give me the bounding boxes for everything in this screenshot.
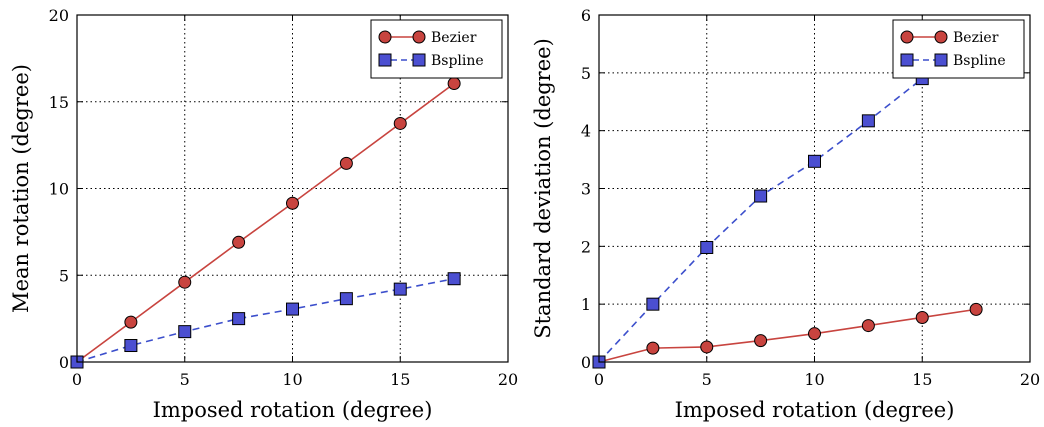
chart-standard-deviation: 0 5 10 15 20 0 1 2 3 4 5 6 Imposed rotation (degree)… — [531, 6, 1040, 422]
data-point-bezier — [808, 327, 821, 341]
y-tick-label: 5 — [59, 266, 69, 285]
chart-mean-rotation: 0 5 10 15 20 0 5 10 15 20 Imposed rotation (degree… — [9, 6, 518, 422]
legend-marker-bspline — [378, 53, 392, 67]
data-point-bezier — [969, 302, 983, 316]
series-line-bspline — [76, 277, 455, 363]
y-tick-label: 15 — [49, 93, 69, 112]
legend-box — [892, 19, 1025, 79]
x-tick-label: 20 — [1020, 370, 1040, 389]
data-point-bspline — [124, 339, 138, 353]
legend-marker-bezier — [412, 30, 426, 44]
data-point-bspline — [232, 312, 246, 326]
legend-label: Bezier — [431, 30, 477, 46]
legend-marker-bspline — [412, 53, 426, 67]
y-tick-label: 1 — [581, 295, 591, 314]
data-point-bspline — [339, 292, 353, 306]
y-tick-label: 2 — [581, 237, 591, 256]
data-point-bezier — [754, 334, 768, 348]
legend-marker-bezier — [934, 30, 948, 44]
y-axis-label: Standard deviation (degree) — [531, 38, 555, 339]
data-point-bspline — [808, 154, 821, 168]
data-point-bezier — [393, 116, 407, 130]
legend-marker-bspline — [900, 53, 914, 67]
legend: Bezier Bspline — [892, 19, 1025, 79]
x-tick-label: 5 — [702, 370, 712, 389]
data-point-bezier — [339, 156, 353, 170]
series-bezier — [592, 302, 983, 369]
grid — [599, 15, 1030, 362]
data-point-bezier — [700, 340, 714, 354]
y-tick-label: 0 — [581, 353, 591, 372]
x-tick-label: 0 — [72, 370, 82, 389]
data-point-bspline — [447, 272, 461, 286]
data-point-bezier — [915, 310, 929, 324]
data-point-bezier — [178, 275, 192, 289]
x-tick-label: 15 — [390, 370, 410, 389]
series-line-bspline — [598, 37, 977, 363]
y-tick-label: 3 — [581, 180, 591, 199]
y-axis-label: Mean rotation (degree) — [9, 64, 33, 313]
x-tick-label: 20 — [498, 370, 518, 389]
data-point-bezier — [124, 315, 138, 329]
legend-label: Bspline — [431, 53, 484, 69]
ticks — [598, 14, 1031, 363]
data-point-bspline — [178, 325, 192, 339]
data-point-bspline — [700, 240, 714, 254]
data-point-bezier — [646, 341, 660, 355]
data-point-bezier — [861, 319, 875, 333]
y-tick-label: 5 — [581, 64, 591, 83]
legend: Bezier Bspline — [370, 19, 503, 79]
series-line-bezier — [76, 82, 455, 363]
y-tick-label: 4 — [581, 122, 591, 141]
legend-marker-bezier — [378, 30, 392, 44]
data-point-bezier — [286, 196, 299, 210]
x-tick-label: 15 — [912, 370, 932, 389]
y-tick-label: 10 — [49, 180, 69, 199]
y-tick-label: 0 — [59, 353, 69, 372]
series-line-bezier — [598, 308, 977, 363]
data-point-bezier — [447, 77, 461, 91]
legend-marker-bspline — [934, 53, 948, 67]
legend-label: Bspline — [953, 53, 1006, 69]
y-tick-label: 20 — [49, 6, 69, 25]
x-tick-label: 5 — [180, 370, 190, 389]
data-point-bspline — [393, 282, 407, 296]
x-axis-label: Imposed rotation (degree) — [153, 398, 433, 422]
data-point-bspline — [646, 297, 660, 311]
series-bspline — [70, 272, 461, 369]
y-tick-label: 6 — [581, 6, 591, 25]
data-point-bspline — [861, 114, 875, 128]
x-axis-label: Imposed rotation (degree) — [675, 398, 955, 422]
legend-marker-bezier — [900, 30, 914, 44]
legend-box — [370, 19, 503, 79]
data-point-bspline — [286, 302, 299, 316]
legend-label: Bezier — [953, 30, 999, 46]
x-tick-label: 0 — [594, 370, 604, 389]
x-tick-label: 10 — [282, 370, 302, 389]
data-point-bspline — [754, 189, 768, 203]
x-tick-label: 10 — [804, 370, 824, 389]
data-point-bezier — [232, 235, 246, 249]
series-bezier — [70, 77, 461, 369]
